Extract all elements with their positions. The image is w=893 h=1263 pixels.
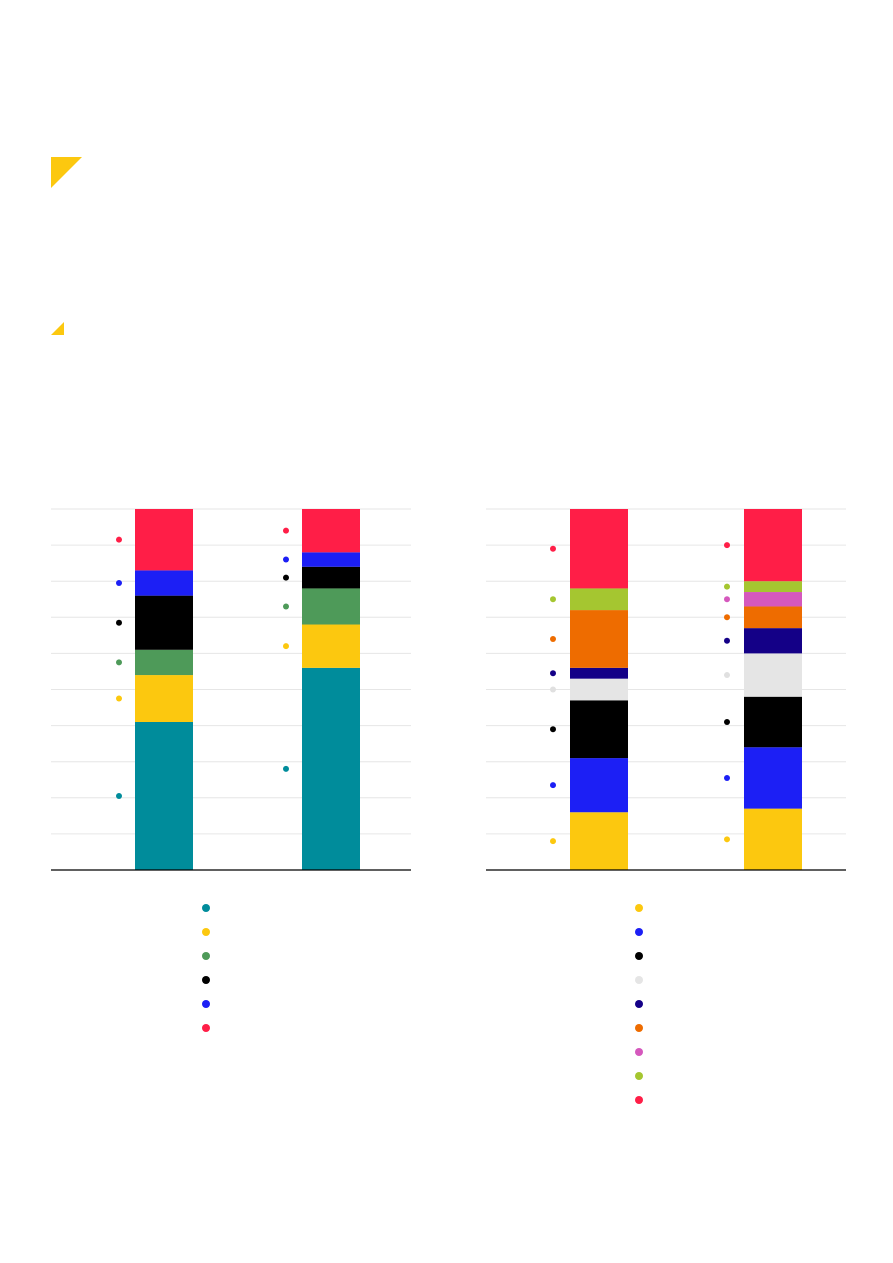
legend-swatch [635, 1000, 643, 1008]
segment-marker-dot [283, 643, 289, 650]
segment-marker-dot [283, 765, 289, 772]
segment-marker-dot [724, 672, 730, 679]
legend-swatch [202, 928, 210, 936]
legend-swatch [202, 1024, 210, 1032]
bar-segment [302, 509, 360, 553]
bar-segment [744, 592, 802, 607]
segment-marker-dot [724, 774, 730, 781]
corner-accent-large [51, 157, 82, 188]
bar-segment [570, 758, 628, 813]
segment-marker-dot [116, 695, 122, 702]
bar-segment [570, 610, 628, 668]
legend-swatch [635, 1072, 643, 1080]
bar-segment [744, 696, 802, 748]
segment-marker-dot [550, 596, 556, 603]
bar-segment [744, 653, 802, 697]
segment-marker-dot [283, 556, 289, 563]
segment-marker-dot [724, 614, 730, 621]
bar-segment [135, 595, 193, 650]
segment-marker-dot [550, 545, 556, 552]
bar-segment [744, 628, 802, 654]
segment-marker-dot [724, 718, 730, 725]
segment-marker-dot [724, 542, 730, 549]
bar-segment [570, 509, 628, 589]
segment-marker-dot [283, 527, 289, 534]
legend-swatch [635, 1048, 643, 1056]
segment-marker-dot [116, 580, 122, 587]
segment-marker-dot [550, 838, 556, 845]
legend-swatch [635, 952, 643, 960]
bar-segment [744, 581, 802, 593]
segment-marker-dot [724, 637, 730, 644]
bar-segment [302, 552, 360, 567]
bar-segment [744, 808, 802, 870]
bar-segment [570, 678, 628, 701]
bar-segment [744, 606, 802, 629]
segment-marker-dot [724, 836, 730, 843]
segment-marker-dot [116, 792, 122, 799]
segment-marker-dot [283, 574, 289, 581]
segment-marker-dot [550, 726, 556, 733]
segment-marker-dot [550, 635, 556, 642]
legend-swatch [635, 928, 643, 936]
bar-segment [135, 570, 193, 596]
corner-accent-small [51, 322, 64, 335]
bar-segment [744, 509, 802, 582]
segment-marker-dot [550, 782, 556, 789]
legend-swatch [202, 976, 210, 984]
bar-segment [570, 700, 628, 759]
bar-segment [570, 588, 628, 611]
bar-segment [302, 566, 360, 589]
segment-marker-dot [116, 619, 122, 626]
bar-segment [302, 667, 360, 870]
segment-marker-dot [724, 596, 730, 603]
segment-marker-dot [724, 583, 730, 590]
bar-segment [135, 675, 193, 722]
bar-segment [135, 509, 193, 571]
segment-marker-dot [550, 686, 556, 693]
legend-swatch [635, 976, 643, 984]
legend-swatch [202, 1000, 210, 1008]
legend-swatch [202, 952, 210, 960]
legend-swatch [635, 1024, 643, 1032]
bar-segment [135, 649, 193, 676]
bar-segment [302, 624, 360, 668]
bar-segment [570, 667, 628, 679]
legend-swatch [635, 904, 643, 912]
segment-marker-dot [283, 603, 289, 610]
bar-segment [570, 812, 628, 870]
segment-marker-dot [550, 670, 556, 677]
bar-segment [302, 588, 360, 625]
bar-segment [135, 721, 193, 870]
bar-segment [744, 747, 802, 809]
segment-marker-dot [116, 536, 122, 543]
legend-swatch [635, 1096, 643, 1104]
segment-marker-dot [116, 659, 122, 666]
legend-swatch [202, 904, 210, 912]
